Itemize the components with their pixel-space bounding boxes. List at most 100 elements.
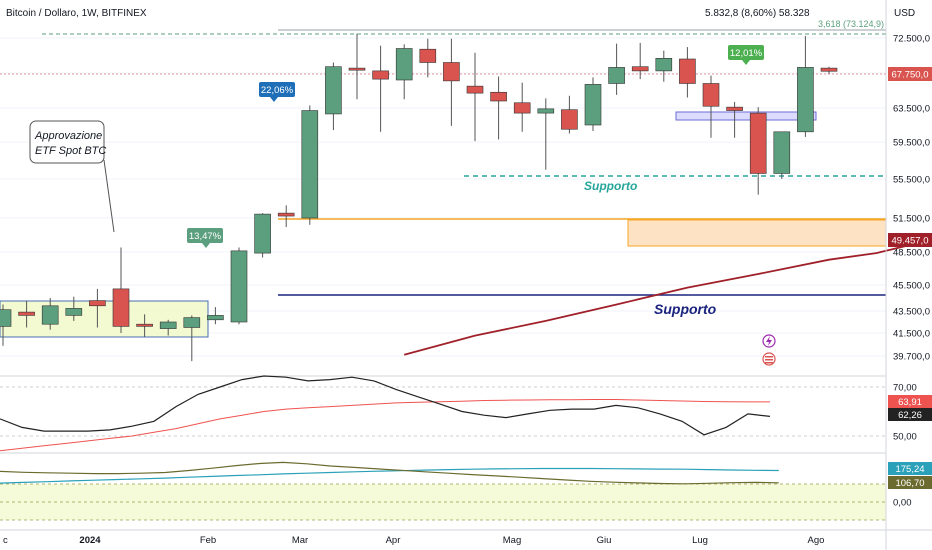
time-axis[interactable]: c 2024 Feb Mar Apr Mag Giu Lug Ago [3, 535, 824, 546]
candle-down [561, 109, 578, 130]
candle-up [655, 57, 673, 72]
rsi-tag: 62,26 [888, 408, 932, 421]
candle-down [18, 311, 35, 316]
candles-group [0, 33, 838, 362]
svg-text:106,70: 106,70 [895, 478, 924, 489]
candle-down [749, 112, 767, 174]
annotation-box [29, 120, 105, 164]
candle-down [136, 323, 153, 327]
price-tick-label: 55.500,0 [893, 175, 930, 186]
percent-label-3: 12,01% [728, 45, 764, 65]
blue-zone[interactable] [675, 111, 817, 121]
rsi-tick-label: 70,00 [893, 383, 917, 394]
candle-up [230, 250, 248, 323]
candle-down [679, 58, 696, 84]
candle-up [254, 213, 271, 254]
candle-down [466, 85, 484, 94]
svg-text:13,47%: 13,47% [189, 231, 222, 242]
time-tick-label: Ago [808, 535, 825, 546]
lightning-icon[interactable] [762, 334, 776, 348]
candle-down [348, 67, 366, 71]
us-flag-icon[interactable] [762, 352, 776, 366]
rsi-line [0, 375, 771, 436]
cci-tick-label: 0,00 [893, 498, 912, 509]
percent-label-1: 13,47% [187, 228, 223, 248]
candle-up [183, 317, 201, 328]
etf-annotation[interactable]: Approvazione ETF Spot BTC [29, 120, 115, 233]
cci-ma-tag: 175,24 [888, 462, 932, 475]
candle-down [513, 102, 531, 114]
candle-down [277, 212, 295, 217]
candle-down [702, 83, 720, 107]
svg-text:175,24: 175,24 [895, 464, 924, 475]
consolidation-box[interactable] [0, 300, 209, 338]
annotation-line-1: Approvazione [34, 130, 102, 142]
svg-text:22,06%: 22,06% [261, 85, 294, 96]
price-tick-label: 45.500,0 [893, 281, 930, 292]
currency-label: USD [894, 8, 915, 19]
time-tick-label: Feb [200, 535, 216, 546]
candle-up [207, 315, 224, 321]
candle-down [490, 91, 507, 102]
annotation-pointer [103, 159, 115, 233]
time-tick-label: Mag [503, 535, 521, 546]
candle-down [112, 288, 130, 327]
price-tick-label: 51.500,0 [893, 214, 930, 225]
price-axis[interactable]: 72.500,067.500,063.500,059.500,055.500,0… [893, 34, 930, 509]
symbol-title: Bitcoin / Dollaro, 1W, BITFINEX [6, 8, 147, 19]
support-label-upper: Supporto [584, 179, 637, 193]
cci-line [0, 461, 779, 485]
orange-zone[interactable] [627, 219, 887, 247]
candle-up [584, 84, 602, 126]
measure-readout: 5.832,8 (8,60%) 58.328 [705, 8, 810, 19]
candle-up [537, 108, 555, 114]
percent-label-2: 22,06% [259, 82, 295, 102]
candle-up [797, 67, 814, 133]
candle-up [0, 309, 12, 327]
candle-down [372, 70, 389, 80]
time-tick-label: Apr [386, 535, 401, 546]
range-label: 3,618 (73.124,9) [818, 19, 884, 29]
time-tick-label: c [3, 535, 8, 546]
price-tick-label: 59.500,0 [893, 138, 930, 149]
svg-text:12,01%: 12,01% [730, 48, 763, 59]
cci-tag: 106,70 [888, 476, 932, 489]
candle-up [41, 305, 59, 325]
candle-up [773, 131, 791, 174]
time-tick-label: Giu [597, 535, 612, 546]
annotation-line-2: ETF Spot BTC [35, 145, 106, 157]
last-price-tag: 67.750,0 [888, 67, 932, 81]
candle-down [89, 300, 106, 307]
price-tick-label: 39.700,0 [893, 352, 930, 363]
candle-up [608, 67, 625, 84]
candle-up [395, 48, 413, 81]
time-tick-label: Mar [292, 535, 308, 546]
rsi-tick-label: 50,00 [893, 432, 917, 443]
price-tick-label: 72.500,0 [893, 34, 930, 45]
candle-down [820, 67, 838, 72]
rsi-ma-tag: 63,91 [888, 395, 932, 408]
svg-text:67.750,0: 67.750,0 [892, 70, 929, 81]
candle-down [631, 66, 649, 72]
time-tick-label: Lug [692, 535, 708, 546]
price-tick-label: 48.500,0 [893, 248, 930, 259]
svg-text:63,91: 63,91 [898, 397, 922, 408]
moving-average-line [403, 240, 924, 356]
candle-up [65, 308, 83, 316]
support-label-lower: Supporto [654, 301, 717, 317]
candle-down [443, 62, 460, 82]
price-tick-label: 63.500,0 [893, 104, 930, 115]
time-tick-label: 2024 [79, 535, 101, 546]
svg-text:62,26: 62,26 [898, 410, 922, 421]
cci-ma-line [0, 467, 779, 484]
price-tick-label: 41.500,0 [893, 329, 930, 340]
svg-text:49.457,0: 49.457,0 [892, 236, 929, 247]
candle-down [419, 48, 437, 63]
candle-up [159, 321, 177, 329]
candle-up [325, 66, 342, 115]
rsi-ma-line [0, 399, 770, 452]
candle-down [726, 106, 743, 111]
price-grid [0, 37, 886, 357]
